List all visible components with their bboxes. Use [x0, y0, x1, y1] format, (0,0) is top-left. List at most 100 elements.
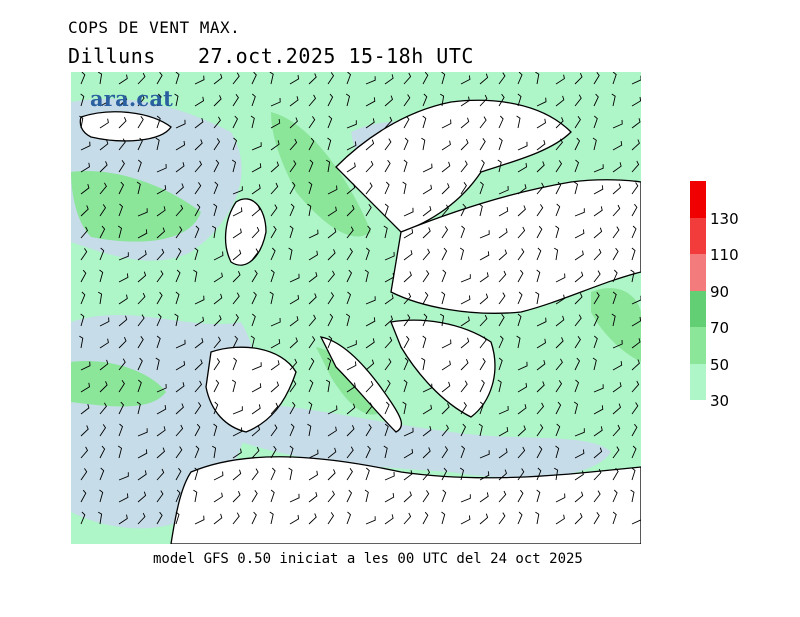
wind-barb: [403, 72, 412, 85]
wind-barb: [308, 250, 318, 261]
wind-barb: [137, 94, 145, 107]
wind-barb: [439, 93, 445, 107]
wind-barb: [80, 72, 86, 85]
wind-barb: [384, 203, 389, 217]
wind-barb: [441, 489, 447, 503]
wind-barb: [308, 293, 317, 305]
wind-barb: [535, 511, 540, 525]
wind-barb: [99, 467, 105, 481]
wind-barb: [441, 360, 451, 371]
wind-barb: [155, 357, 160, 371]
wind-barb: [593, 512, 600, 525]
wind-barb: [213, 401, 219, 415]
wind-barb: [174, 313, 179, 327]
wind-barb: [232, 72, 240, 85]
wind-barb: [402, 181, 407, 195]
wind-barb: [573, 181, 579, 195]
wind-barb: [536, 225, 543, 239]
wind-barb: [364, 489, 369, 503]
wind-barb: [308, 470, 318, 481]
wind-barb: [99, 402, 107, 415]
wind-barb: [175, 140, 186, 151]
wind-barb: [536, 247, 542, 261]
wind-barb: [251, 163, 262, 173]
wind-barb: [574, 470, 584, 481]
wind-barb: [422, 425, 432, 437]
wind-barb: [232, 512, 240, 525]
wind-barb: [422, 72, 429, 85]
wind-barb: [327, 512, 335, 525]
wind-barb: [365, 317, 376, 327]
wind-barb: [80, 382, 90, 393]
wind-barb: [460, 316, 470, 327]
wind-barb: [479, 73, 489, 85]
wind-barb: [460, 445, 466, 459]
wind-barb: [365, 359, 375, 371]
wind-barb: [422, 335, 427, 349]
wind-barb: [460, 494, 471, 503]
wind-barb: [365, 182, 373, 195]
wind-barb: [251, 72, 257, 85]
wind-barb: [156, 383, 167, 393]
wind-barb: [232, 491, 241, 503]
wind-barb: [555, 423, 561, 437]
wind-barb: [574, 293, 583, 305]
wind-barb: [574, 116, 581, 129]
wind-barb: [80, 291, 86, 305]
wind-barb: [327, 357, 332, 371]
wind-barb: [270, 182, 279, 195]
wind-barb: [137, 428, 148, 437]
wind-barb: [479, 159, 485, 173]
wind-barb: [194, 225, 200, 239]
wind-barb: [346, 446, 354, 459]
wind-barb: [232, 448, 242, 459]
wind-barb: [117, 225, 123, 239]
model-info: model GFS 0.50 iniciat a les 00 UTC del …: [153, 551, 583, 567]
wind-barb: [156, 511, 163, 525]
wind-barb: [592, 137, 597, 151]
wind-barb: [536, 139, 546, 151]
wind-barb: [327, 72, 335, 85]
wind-barb: [403, 137, 409, 151]
wind-barb: [612, 339, 623, 349]
wind-barb: [97, 291, 103, 305]
wind-barb: [156, 206, 166, 217]
wind-barb: [383, 445, 388, 459]
ara-cat-logo[interactable]: ara.cat: [90, 86, 174, 111]
wind-barb: [80, 468, 88, 481]
land-italy: [319, 336, 403, 433]
wind-barb: [403, 159, 408, 173]
map-title: COPS DE VENT MAX.: [68, 18, 241, 37]
wind-barb: [80, 248, 88, 261]
wind-barb: [346, 511, 352, 525]
wind-barb: [213, 492, 223, 503]
wind-barb: [193, 269, 198, 283]
wind-barb: [422, 227, 431, 239]
wind-barb: [99, 247, 105, 261]
wind-barb: [593, 292, 600, 305]
wind-barb: [270, 339, 281, 349]
wind-barb: [517, 425, 526, 437]
wind-barb: [365, 338, 375, 349]
wind-barb: [194, 139, 203, 151]
wind-barb: [99, 225, 106, 239]
map-subtitle: Dilluns 27.oct.2025 15-18h UTC: [68, 44, 473, 68]
wind-barb: [365, 424, 372, 437]
wind-barb: [80, 162, 90, 173]
wind-barb: [346, 468, 353, 481]
wind-barb: [308, 513, 317, 525]
wind-barb: [194, 96, 204, 107]
wind-barb: [175, 269, 181, 283]
wind-barb: [498, 270, 507, 283]
wind-barb: [553, 247, 559, 261]
wind-barb: [403, 207, 414, 217]
wind-barb: [269, 72, 274, 85]
wind-barb: [612, 141, 623, 151]
wind-barb: [536, 269, 541, 283]
wind-barb: [612, 489, 618, 503]
wind-barb: [118, 337, 127, 349]
wind-barb: [498, 137, 503, 151]
wind-barb: [79, 335, 84, 349]
wind-barb: [479, 471, 490, 481]
wind-barb: [612, 467, 619, 481]
